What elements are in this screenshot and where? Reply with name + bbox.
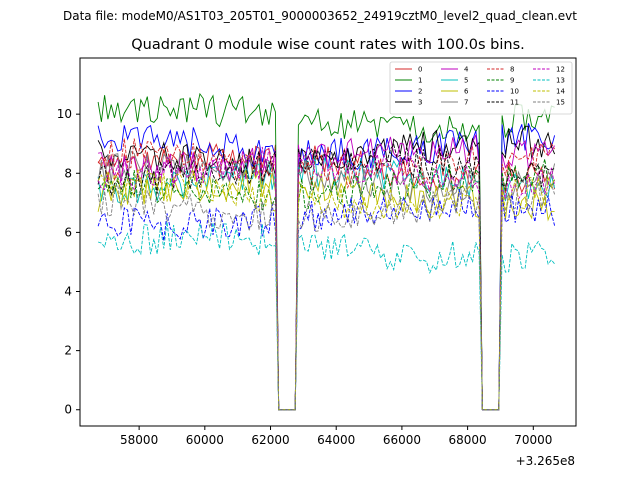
legend-label-6: 6 xyxy=(464,88,469,96)
y-tick-label: 4 xyxy=(64,285,72,299)
series-line-4 xyxy=(98,134,555,411)
x-axis-offset-label: +3.265e8 xyxy=(516,454,575,468)
x-tick-label: 58000 xyxy=(120,433,158,447)
series-line-13 xyxy=(97,221,555,411)
legend-label-8: 8 xyxy=(510,66,514,74)
series-line-15 xyxy=(97,181,556,411)
x-tick-label: 64000 xyxy=(317,433,355,447)
x-tick-label: 70000 xyxy=(514,433,552,447)
legend-label-11: 11 xyxy=(510,99,519,107)
legend-label-15: 15 xyxy=(556,99,565,107)
x-tick-label: 62000 xyxy=(251,433,289,447)
legend-label-10: 10 xyxy=(510,88,519,96)
y-tick-label: 8 xyxy=(64,166,72,180)
series-line-12 xyxy=(97,146,556,411)
legend-label-2: 2 xyxy=(418,88,422,96)
chart-title: Quadrant 0 module wise count rates with … xyxy=(131,37,525,53)
series-line-1 xyxy=(97,92,555,411)
x-tick-label: 66000 xyxy=(383,433,421,447)
figure-suptitle: Data file: modeM0/AS1T03_205T01_90000036… xyxy=(63,9,577,23)
axis-layer: 58000 60000 62000 64000 66000 68000 70000 0 2 4 6 8… xyxy=(57,107,553,447)
y-tick-label: 0 xyxy=(64,403,72,417)
series-line-9 xyxy=(97,158,556,411)
legend-label-5: 5 xyxy=(464,77,468,85)
legend-label-9: 9 xyxy=(510,77,514,85)
plot-area-frame xyxy=(79,57,577,427)
legend-label-14: 14 xyxy=(556,88,565,96)
series-line-11 xyxy=(97,143,555,411)
y-tick-label: 6 xyxy=(64,225,72,239)
x-tick-label: 60000 xyxy=(186,433,224,447)
series-line-10 xyxy=(97,189,556,411)
series-layer xyxy=(97,92,556,411)
legend-box xyxy=(389,61,573,115)
series-line-3 xyxy=(97,125,556,411)
y-tick-label: 2 xyxy=(64,344,72,358)
y-tick-label: 10 xyxy=(57,107,72,121)
legend-label-12: 12 xyxy=(556,66,565,74)
legend-label-7: 7 xyxy=(464,99,468,107)
series-line-5 xyxy=(97,156,556,411)
legend-label-13: 13 xyxy=(556,77,565,85)
series-line-6 xyxy=(97,168,555,411)
legend-label-4: 4 xyxy=(464,66,469,74)
series-line-7 xyxy=(97,150,556,411)
series-line-8 xyxy=(97,138,555,411)
legend-label-3: 3 xyxy=(418,99,422,107)
series-line-14 xyxy=(97,168,556,411)
legend-label-0: 0 xyxy=(418,66,422,74)
x-tick-label: 68000 xyxy=(449,433,487,447)
legend-label-1: 1 xyxy=(418,77,422,85)
